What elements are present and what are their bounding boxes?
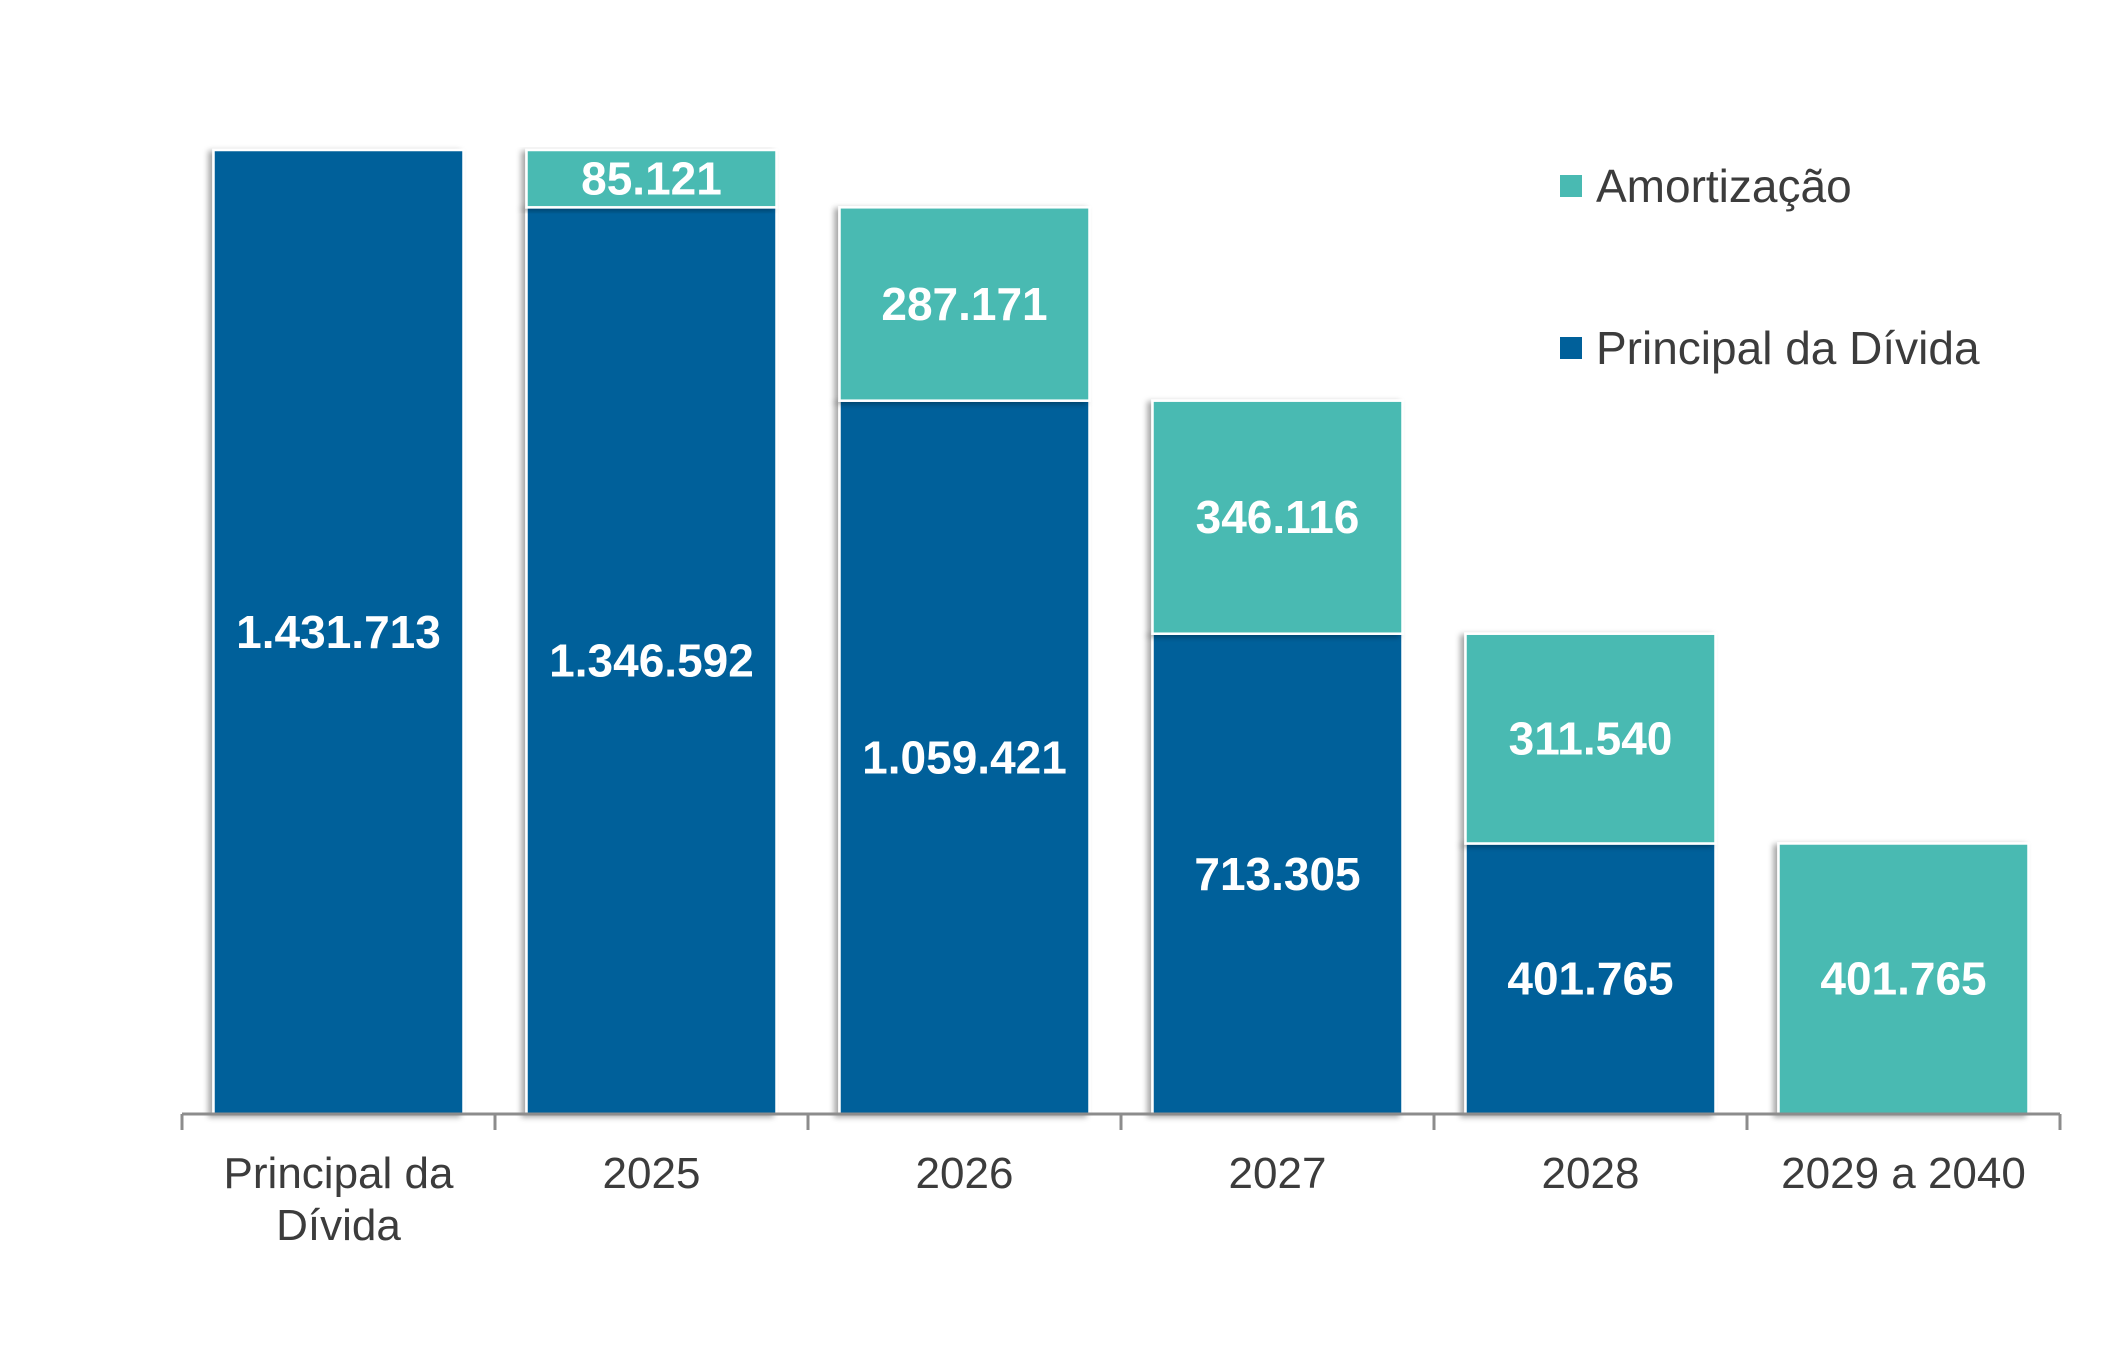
data-label-principal-0: 1.431.713 bbox=[236, 606, 441, 658]
category-label-2: 2026 bbox=[916, 1149, 1014, 1198]
category-label-4: 2028 bbox=[1542, 1149, 1640, 1198]
bar-amortizacao-5 bbox=[1777, 842, 2030, 1116]
data-label-amortizacao-1: 85.121 bbox=[581, 153, 722, 205]
bar-principal-4 bbox=[1464, 842, 1717, 1116]
data-label-principal-1: 1.346.592 bbox=[549, 635, 754, 687]
legend-label-principal: Principal da Dívida bbox=[1596, 322, 1980, 374]
data-label-amortizacao-2: 287.171 bbox=[881, 278, 1047, 330]
category-label-5: 2029 a 2040 bbox=[1781, 1149, 2026, 1198]
data-label-amortizacao-5: 401.765 bbox=[1820, 953, 1986, 1005]
bar-amortizacao-2 bbox=[838, 206, 1091, 402]
category-label-1: 2025 bbox=[603, 1149, 701, 1198]
data-label-amortizacao-4: 311.540 bbox=[1509, 713, 1673, 765]
bars-layer: 1.431.713 1.346.592 85.121 1.059.421 287.171… bbox=[212, 148, 2030, 1116]
data-label-principal-4: 401.765 bbox=[1507, 953, 1673, 1005]
data-label-principal-2: 1.059.421 bbox=[862, 731, 1067, 783]
data-label-principal-3: 713.305 bbox=[1194, 848, 1360, 900]
bar-amortizacao-1 bbox=[525, 148, 778, 209]
category-label-0-line-1: Dívida bbox=[276, 1201, 401, 1250]
category-label-3: 2027 bbox=[1229, 1149, 1327, 1198]
legend-swatch-amortizacao bbox=[1560, 175, 1582, 197]
x-axis bbox=[180, 1112, 2062, 1130]
legend-swatch-principal bbox=[1560, 337, 1582, 359]
bar-principal-0 bbox=[212, 148, 465, 1116]
legend-label-amortizacao: Amortização bbox=[1596, 160, 1852, 212]
bar-principal-1 bbox=[525, 206, 778, 1116]
data-label-amortizacao-3: 346.116 bbox=[1196, 491, 1360, 543]
category-label-0-line-0: Principal da bbox=[224, 1149, 454, 1198]
bar-amortizacao-3 bbox=[1151, 399, 1404, 635]
bar-principal-3 bbox=[1151, 632, 1404, 1116]
bar-amortizacao-4 bbox=[1464, 632, 1717, 845]
bar-principal-2 bbox=[838, 399, 1091, 1116]
legend: Amortização Principal da Dívida bbox=[1560, 160, 1980, 374]
